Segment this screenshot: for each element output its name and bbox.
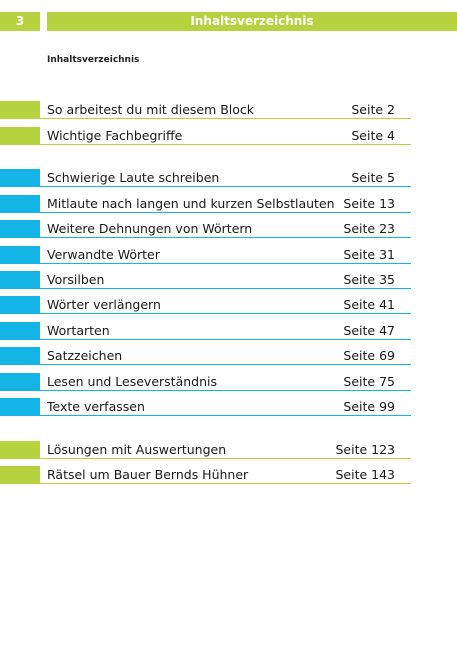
toc-entry-wortarten[interactable]: Wortarten Seite 47 — [0, 322, 411, 340]
toc-marker — [0, 195, 40, 213]
toc-entry-page: Seite 143 — [335, 467, 395, 482]
toc-underline — [40, 143, 411, 145]
toc-marker — [0, 296, 40, 314]
toc-entry-page: Seite 31 — [343, 247, 395, 262]
toc-entry-loesungen[interactable]: Lösungen mit Auswertungen Seite 123 — [0, 441, 411, 459]
toc-entry-dehnungen[interactable]: Weitere Dehnungen von Wörtern Seite 23 — [0, 220, 411, 238]
toc-entry-page: Seite 99 — [343, 399, 395, 414]
toc-entry-page: Seite 69 — [343, 348, 395, 363]
toc-underline — [40, 262, 411, 264]
toc-entry-page: Seite 47 — [343, 323, 395, 338]
toc-entry-raetsel[interactable]: Rätsel um Bauer Bernds Hühner Seite 143 — [0, 466, 411, 484]
toc-underline — [40, 236, 411, 238]
toc-entry-page: Seite 13 — [343, 196, 395, 211]
toc-underline — [40, 117, 411, 119]
toc-marker — [0, 347, 40, 365]
toc-marker — [0, 101, 40, 119]
toc-entry-page: Seite 41 — [343, 297, 395, 312]
toc-underline — [40, 389, 411, 391]
toc-entry-page: Seite 2 — [351, 102, 395, 117]
toc-marker — [0, 398, 40, 416]
toc-entry-texte-verfassen[interactable]: Texte verfassen Seite 99 — [0, 398, 411, 416]
toc-entry-title: Rätsel um Bauer Bernds Hühner — [47, 467, 249, 482]
toc-entry-verwandte-woerter[interactable]: Verwandte Wörter Seite 31 — [0, 246, 411, 264]
toc-marker — [0, 246, 40, 264]
toc-entry-page: Seite 5 — [351, 170, 395, 185]
toc-marker — [0, 220, 40, 238]
toc-entry-woerter-verlaengern[interactable]: Wörter verlängern Seite 41 — [0, 296, 411, 314]
toc-underline — [40, 457, 411, 459]
header-title: Inhaltsverzeichnis — [47, 12, 457, 31]
toc-entry-page: Seite 23 — [343, 221, 395, 236]
toc-entry-title: Verwandte Wörter — [47, 247, 160, 262]
toc-marker — [0, 466, 40, 484]
toc-underline — [40, 185, 411, 187]
toc-underline — [40, 287, 411, 289]
toc-entry-page: Seite 75 — [343, 374, 395, 389]
toc-entry-block-guide[interactable]: So arbeitest du mit diesem Block Seite 2 — [0, 101, 411, 119]
toc-entry-page: Seite 123 — [335, 442, 395, 457]
toc-entry-title: Lesen und Leseverständnis — [47, 374, 217, 389]
toc-entry-title: Weitere Dehnungen von Wörtern — [47, 221, 253, 236]
toc-underline — [40, 414, 411, 416]
toc-entry-page: Seite 4 — [351, 128, 395, 143]
toc-entry-schwierige-laute[interactable]: Schwierige Laute schreiben Seite 5 — [0, 169, 411, 187]
toc-marker — [0, 373, 40, 391]
toc-underline — [40, 312, 411, 314]
toc-underline — [40, 338, 411, 340]
toc-entry-title: Wortarten — [47, 323, 110, 338]
toc-underline — [40, 211, 411, 213]
toc-entry-title: Satzzeichen — [47, 348, 123, 363]
page-number: 3 — [0, 12, 40, 31]
toc-entry-title: So arbeitest du mit diesem Block — [47, 102, 255, 117]
toc-entry-title: Schwierige Laute schreiben — [47, 170, 220, 185]
toc-entry-title: Wichtige Fachbegriffe — [47, 128, 183, 143]
toc-entry-vorsilben[interactable]: Vorsilben Seite 35 — [0, 271, 411, 289]
toc-entry-satzzeichen[interactable]: Satzzeichen Seite 69 — [0, 347, 411, 365]
toc-marker — [0, 169, 40, 187]
toc-entry-fachbegriffe[interactable]: Wichtige Fachbegriffe Seite 4 — [0, 127, 411, 145]
toc-marker — [0, 271, 40, 289]
toc-entry-mitlaute[interactable]: Mitlaute nach langen und kurzen Selbstla… — [0, 195, 411, 213]
toc-entry-title: Lösungen mit Auswertungen — [47, 442, 227, 457]
toc-entry-page: Seite 35 — [343, 272, 395, 287]
toc-underline — [40, 363, 411, 365]
toc-entry-title: Mitlaute nach langen und kurzen Selbstla… — [47, 196, 335, 211]
toc-entry-title: Vorsilben — [47, 272, 105, 287]
toc-entry-title: Wörter verlängern — [47, 297, 161, 312]
toc-subheading: Inhaltsverzeichnis — [47, 55, 140, 65]
toc-marker — [0, 322, 40, 340]
toc-marker — [0, 441, 40, 459]
toc-entry-title: Texte verfassen — [47, 399, 145, 414]
toc-marker — [0, 127, 40, 145]
toc-entry-leseverstaendnis[interactable]: Lesen und Leseverständnis Seite 75 — [0, 373, 411, 391]
toc-underline — [40, 482, 411, 484]
